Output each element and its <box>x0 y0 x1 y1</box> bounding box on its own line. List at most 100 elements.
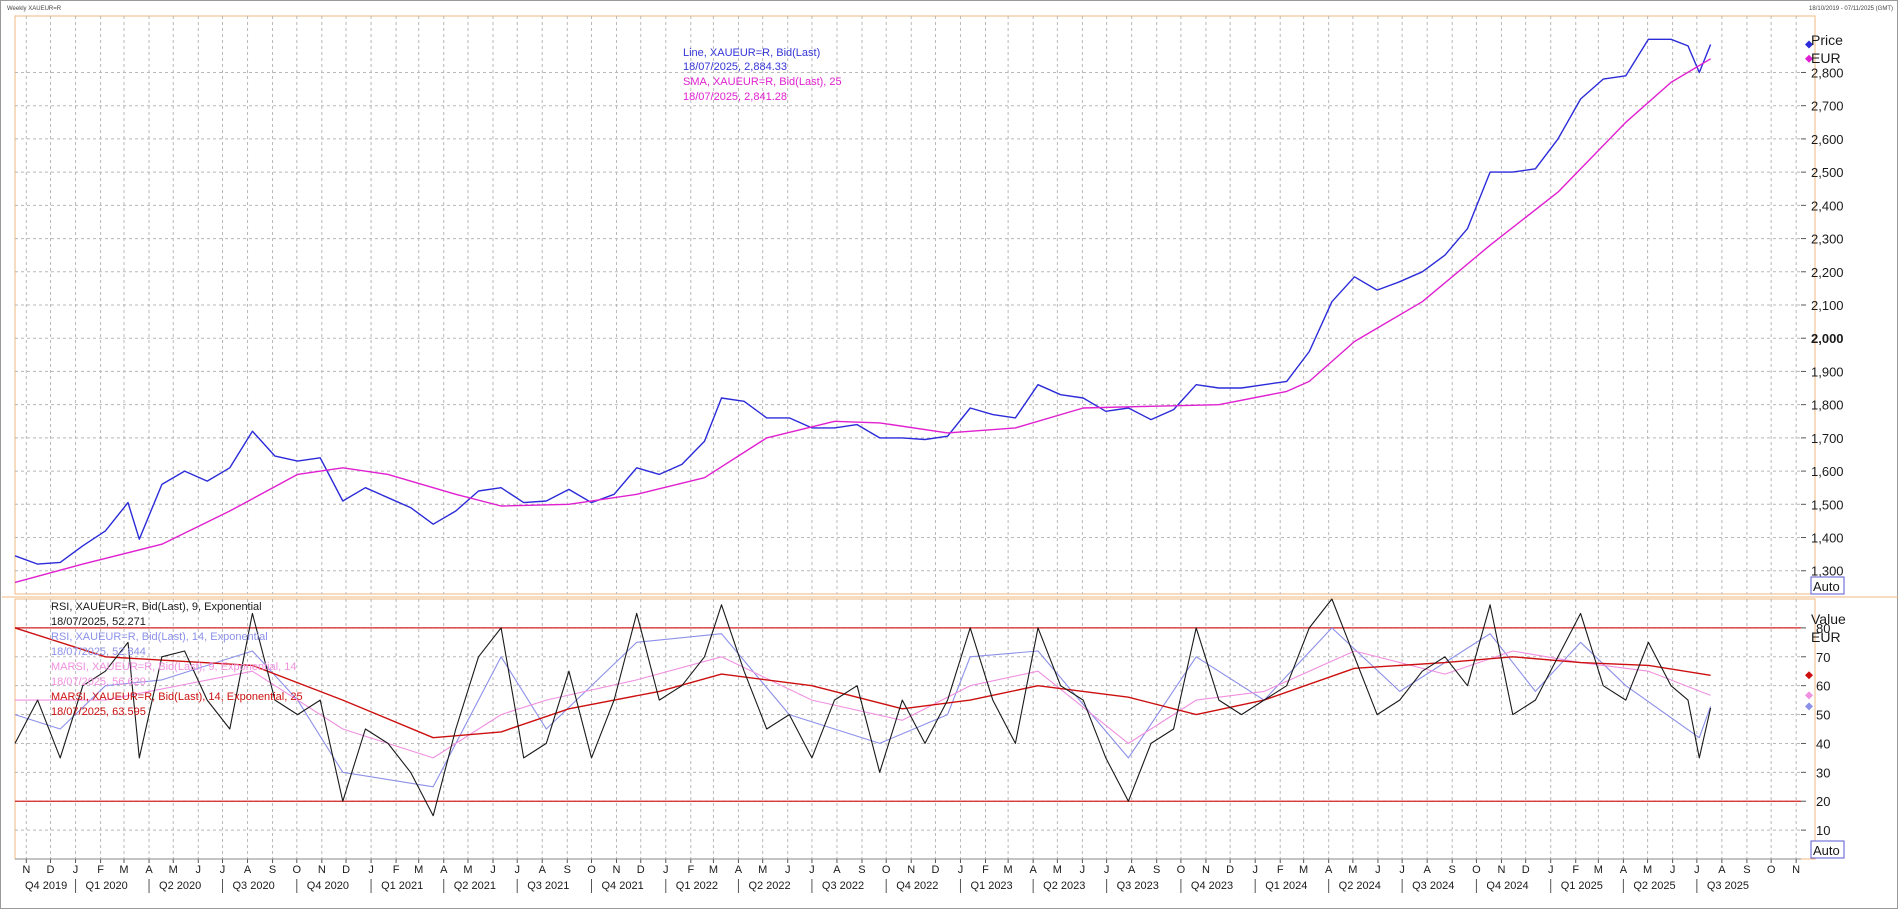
marsi9-legend-line2: 18/07/2025, 56.629 <box>51 676 146 688</box>
month-label: A <box>1718 864 1726 876</box>
indicator-tick-label: 80 <box>1816 621 1830 636</box>
indicator-tick-label: 50 <box>1816 708 1830 723</box>
indicator-auto-button[interactable]: Auto <box>1810 840 1845 859</box>
month-label: N <box>318 864 326 876</box>
sma-line[interactable] <box>14 58 1711 584</box>
price-legend-line1: Line, XAUEUR=R, Bid(Last) <box>683 47 820 59</box>
month-label: A <box>244 864 252 876</box>
month-label: O <box>882 864 891 876</box>
indicator-pane: 10 20 30 40 50 60 70 80 Value EUR Auto RSI, XAU… <box>14 598 1846 860</box>
indicator-tick-label: 30 <box>1816 765 1830 780</box>
quarter-label: Q1 2024 <box>1265 880 1307 892</box>
quarter-label: Q3 2025 <box>1707 880 1749 892</box>
price-tick-label: 2,000 <box>1811 331 1844 346</box>
month-label: M <box>1004 864 1013 876</box>
quarter-label: Q3 2020 <box>233 880 275 892</box>
indicator-level-lines <box>15 627 1801 802</box>
indicator-tick-label: 60 <box>1816 679 1830 694</box>
quarter-label: Q2 2024 <box>1339 880 1381 892</box>
month-label: A <box>833 864 841 876</box>
month-label: S <box>858 864 865 876</box>
month-label: J <box>1252 864 1258 876</box>
marsi14-last-marker <box>1805 671 1813 680</box>
indicator-legend: RSI, XAUEUR=R, Bid(Last), 9, Exponential… <box>51 601 303 718</box>
price-axis-title: Price <box>1811 32 1843 48</box>
month-label: A <box>735 864 743 876</box>
rsi14-last-marker <box>1805 702 1813 711</box>
price-tick-label: 2,700 <box>1811 99 1844 114</box>
quarter-label: Q1 2023 <box>970 880 1012 892</box>
indicator-tick-label: 20 <box>1816 794 1830 809</box>
quarter-label: Q2 2025 <box>1633 880 1675 892</box>
month-label: D <box>1226 864 1234 876</box>
month-label: S <box>564 864 571 876</box>
price-line[interactable] <box>14 38 1712 565</box>
month-label: F <box>1572 864 1579 876</box>
quarter-label: Q3 2021 <box>527 880 569 892</box>
month-label: J <box>514 864 520 876</box>
price-tick-label: 2,100 <box>1811 298 1844 313</box>
month-label: M <box>1643 864 1652 876</box>
indicator-series-layer <box>14 598 1712 817</box>
month-label: A <box>1325 864 1333 876</box>
price-last-marker <box>1805 40 1813 49</box>
month-label: M <box>414 864 423 876</box>
price-legend: Line, XAUEUR=R, Bid(Last) 18/07/2025, 2,… <box>683 47 842 103</box>
month-label: O <box>1767 864 1776 876</box>
price-vertical-grid <box>25 16 1797 594</box>
indicator-axis: 10 20 30 40 50 60 70 80 <box>1801 621 1830 838</box>
month-label: A <box>539 864 547 876</box>
marsi9-last-marker <box>1805 691 1813 700</box>
quarter-label: Q3 2024 <box>1412 880 1454 892</box>
month-label: J <box>809 864 815 876</box>
month-label: N <box>22 864 30 876</box>
quarter-label: Q1 2025 <box>1561 880 1603 892</box>
rsi9-line[interactable] <box>14 598 1712 817</box>
month-label: A <box>145 864 153 876</box>
quarter-label: Q4 2022 <box>896 880 938 892</box>
price-auto-label: Auto <box>1813 579 1840 594</box>
month-label: A <box>1029 864 1037 876</box>
marsi14-legend-line1: MARSI, XAUEUR=R, Bid(Last), 14, Exponent… <box>51 691 303 703</box>
month-label: A <box>440 864 448 876</box>
month-label: M <box>758 864 767 876</box>
indicator-auto-label: Auto <box>1813 843 1840 858</box>
month-label: J <box>958 864 964 876</box>
price-tick-label: 2,300 <box>1811 232 1844 247</box>
month-label: J <box>220 864 226 876</box>
month-label: A <box>1423 864 1431 876</box>
month-label: D <box>931 864 939 876</box>
month-label: M <box>709 864 718 876</box>
rsi14-legend-line2: 18/07/2025, 52.844 <box>51 646 146 658</box>
month-label: J <box>1548 864 1554 876</box>
quarter-label: Q2 2022 <box>748 880 790 892</box>
month-label: N <box>907 864 915 876</box>
month-label: J <box>663 864 669 876</box>
price-axis-currency: EUR <box>1811 50 1841 66</box>
month-label: M <box>169 864 178 876</box>
month-label: F <box>982 864 989 876</box>
sma-legend-line2: 18/07/2025, 2,841.28 <box>683 91 787 103</box>
price-tick-label: 1,700 <box>1811 431 1844 446</box>
month-label: N <box>1792 864 1800 876</box>
indicator-axis-currency: EUR <box>1811 629 1841 645</box>
quarter-label: Q3 2023 <box>1117 880 1159 892</box>
quarter-label: Q2 2021 <box>454 880 496 892</box>
month-label: M <box>1348 864 1357 876</box>
price-auto-button[interactable]: Auto <box>1810 576 1845 595</box>
marsi14-legend-line2: 18/07/2025, 63.595 <box>51 706 146 718</box>
month-label: J <box>73 864 79 876</box>
rsi14-line[interactable] <box>14 627 1712 788</box>
quarter-label: Q1 2021 <box>381 880 423 892</box>
quarter-label: Q2 2020 <box>159 880 201 892</box>
month-label: M <box>119 864 128 876</box>
quarter-label: Q4 2023 <box>1191 880 1233 892</box>
quarter-label: Q4 2020 <box>307 880 349 892</box>
price-tick-label: 2,800 <box>1811 65 1844 80</box>
price-tick-label: 1,500 <box>1811 497 1844 512</box>
price-series-layer <box>14 38 1712 584</box>
month-label: D <box>1522 864 1530 876</box>
marsi14-line[interactable] <box>14 627 1711 739</box>
